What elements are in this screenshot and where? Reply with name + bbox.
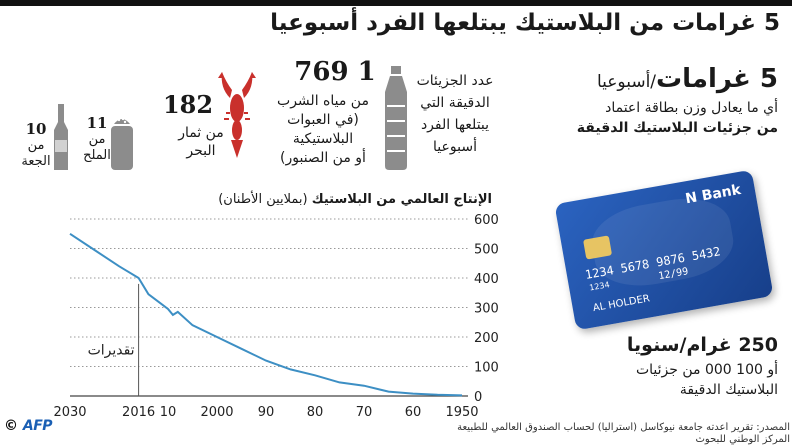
salt-shaker-icon — [111, 117, 133, 170]
afp-logo: © AFP — [4, 418, 53, 434]
y-tick-label: 200 — [474, 331, 499, 346]
y-tick-label: 0 — [474, 390, 482, 405]
production-chart: 0 100 200 300 400 500 600 2030 2016 10 2000 90 80 70 6… — [53, 213, 499, 420]
estimate-annotation: تقديرات — [88, 343, 135, 359]
y-tick-label: 500 — [474, 243, 499, 258]
x-tick-label: 2016 — [122, 405, 155, 420]
y-tick-label: 100 — [474, 361, 499, 376]
annual-value: 250 غرام/سنويا — [626, 334, 778, 356]
annual-description-line1: أو 100 000 من جزئيات — [635, 362, 778, 378]
seafood-stat: 182 — [160, 90, 216, 120]
x-tick-label: 60 — [405, 405, 422, 420]
water-stat: 1 769 — [290, 56, 380, 88]
annual-description-line2: البلاستيك الدقيقة — [679, 382, 778, 398]
headline: 5 غرامات/أسبوعيا — [597, 64, 778, 94]
particles-label: عدد الجزيئات الدقيقة التي يبتلعها الفرد … — [400, 70, 510, 158]
seafood-number: 182 — [162, 90, 214, 119]
headline-line1: أي ما يعادل وزن بطاقة اعتماد — [605, 100, 778, 116]
salt-label-line2: الملح — [83, 148, 111, 163]
source-line1: المصدر: تقرير أعدته جامعة نيوكاسل (أسترا… — [457, 422, 790, 433]
salt-stat: 11 من الملح — [80, 114, 114, 164]
source-note: المصدر: تقرير أعدته جامعة نيوكاسل (أسترا… — [430, 422, 790, 446]
y-tick-label: 300 — [474, 302, 499, 317]
source-line2: المركز الوطني للبحوث — [695, 434, 790, 445]
x-tick-label: 2030 — [53, 405, 86, 420]
card-small-number: 1234 — [588, 280, 611, 293]
particles-label-line4: أسبوعيا — [433, 139, 477, 155]
chart-title-unit: (بملايين الأطنان) — [218, 192, 308, 207]
headline-unit: /أسبوعيا — [596, 72, 657, 92]
seafood-label-line2: البحر — [186, 143, 216, 159]
particles-label-line3: يبتلعها الفرد — [420, 117, 490, 133]
beer-label-line2: الجعة — [21, 154, 51, 169]
x-tick-label: 10 — [160, 405, 177, 420]
y-tick-label: 600 — [474, 213, 499, 228]
seafood-label-line1: من ثمار — [178, 125, 224, 141]
production-series-line — [69, 232, 463, 397]
chart-title-bold: الإنتاج العالمي من البلاستيك — [311, 192, 492, 207]
annual-description: أو 100 000 من جزئيات البلاستيك الدقيقة — [628, 360, 778, 400]
water-number: 1 769 — [294, 57, 376, 87]
card-holder: AL HOLDER — [592, 293, 651, 315]
water-bottle-icon — [385, 66, 407, 170]
beer-number: 10 — [25, 120, 47, 138]
particles-label-line1: عدد الجزيئات — [416, 73, 494, 89]
seafood-label: من ثمار البحر — [176, 124, 226, 160]
x-tick-label: 2000 — [200, 405, 233, 420]
x-tick-label: 90 — [258, 405, 275, 420]
beer-bottle-icon — [54, 104, 68, 170]
water-label: من مياه الشرب (في العبوات البلاستيكية أو… — [268, 92, 378, 168]
top-bar — [0, 0, 792, 6]
x-tick-label: 1950 — [445, 405, 478, 420]
particles-label-line2: الدقيقة التي — [420, 95, 490, 111]
water-label-line2: (في العبوات — [287, 112, 359, 128]
beer-label-line1: من — [27, 138, 45, 153]
lobster-icon — [218, 72, 256, 158]
salt-label-line1: من — [88, 132, 106, 147]
headline-value: 5 غرامات — [656, 64, 778, 94]
x-tick-label: 70 — [356, 405, 373, 420]
y-tick-label: 400 — [474, 272, 499, 287]
afp-logo-text: AFP — [22, 418, 53, 434]
x-tick-label: 80 — [307, 405, 324, 420]
water-label-line3: البلاستيكية — [292, 131, 354, 147]
water-label-line1: من مياه الشرب — [277, 93, 369, 109]
beer-stat: 10 من الجعة — [16, 120, 56, 170]
water-label-line4: أو من الصنبور) — [280, 150, 366, 166]
page-title: 5 غرامات من البلاستيك يبتلعها الفرد أسبو… — [270, 10, 780, 36]
headline-description: أي ما يعادل وزن بطاقة اعتماد من جزئيات ا… — [548, 98, 778, 138]
credit-card: N Bank 1234 5678 9876 5432 1234 12/99 AL… — [552, 169, 774, 331]
salt-number: 11 — [86, 114, 108, 132]
chart-title: الإنتاج العالمي من البلاستيك (بملايين ال… — [218, 192, 492, 207]
headline-line2: من جزئيات البلاستيك الدقيقة — [576, 120, 778, 136]
